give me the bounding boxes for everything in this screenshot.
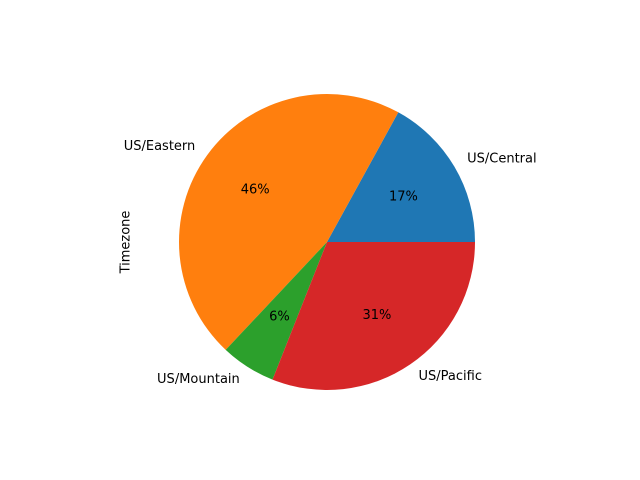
percent-label-us-eastern: 46% (241, 182, 270, 197)
category-labels: US/Central US/Eastern US/Mountain US/Pacifi… (124, 139, 537, 387)
y-axis-label: Timezone (119, 211, 134, 275)
pie-slice-us-pacific (272, 242, 475, 391)
category-label-us-mountain: US/Mountain (157, 372, 240, 387)
percent-label-us-mountain: 6% (269, 309, 290, 324)
category-label-us-central: US/Central (467, 152, 536, 167)
category-label-us-pacific: US/Pacific (419, 369, 482, 384)
category-label-us-eastern: US/Eastern (124, 139, 196, 154)
pie-slice-us-mountain (225, 242, 327, 380)
pie-slice-us-eastern (178, 93, 399, 350)
percent-labels: 17% 46% 6% 31% (241, 182, 418, 324)
pie-slices (178, 93, 475, 391)
pie-slice-us-central (327, 112, 475, 242)
percent-label-us-central: 17% (389, 189, 418, 204)
percent-label-us-pacific: 31% (362, 308, 391, 323)
